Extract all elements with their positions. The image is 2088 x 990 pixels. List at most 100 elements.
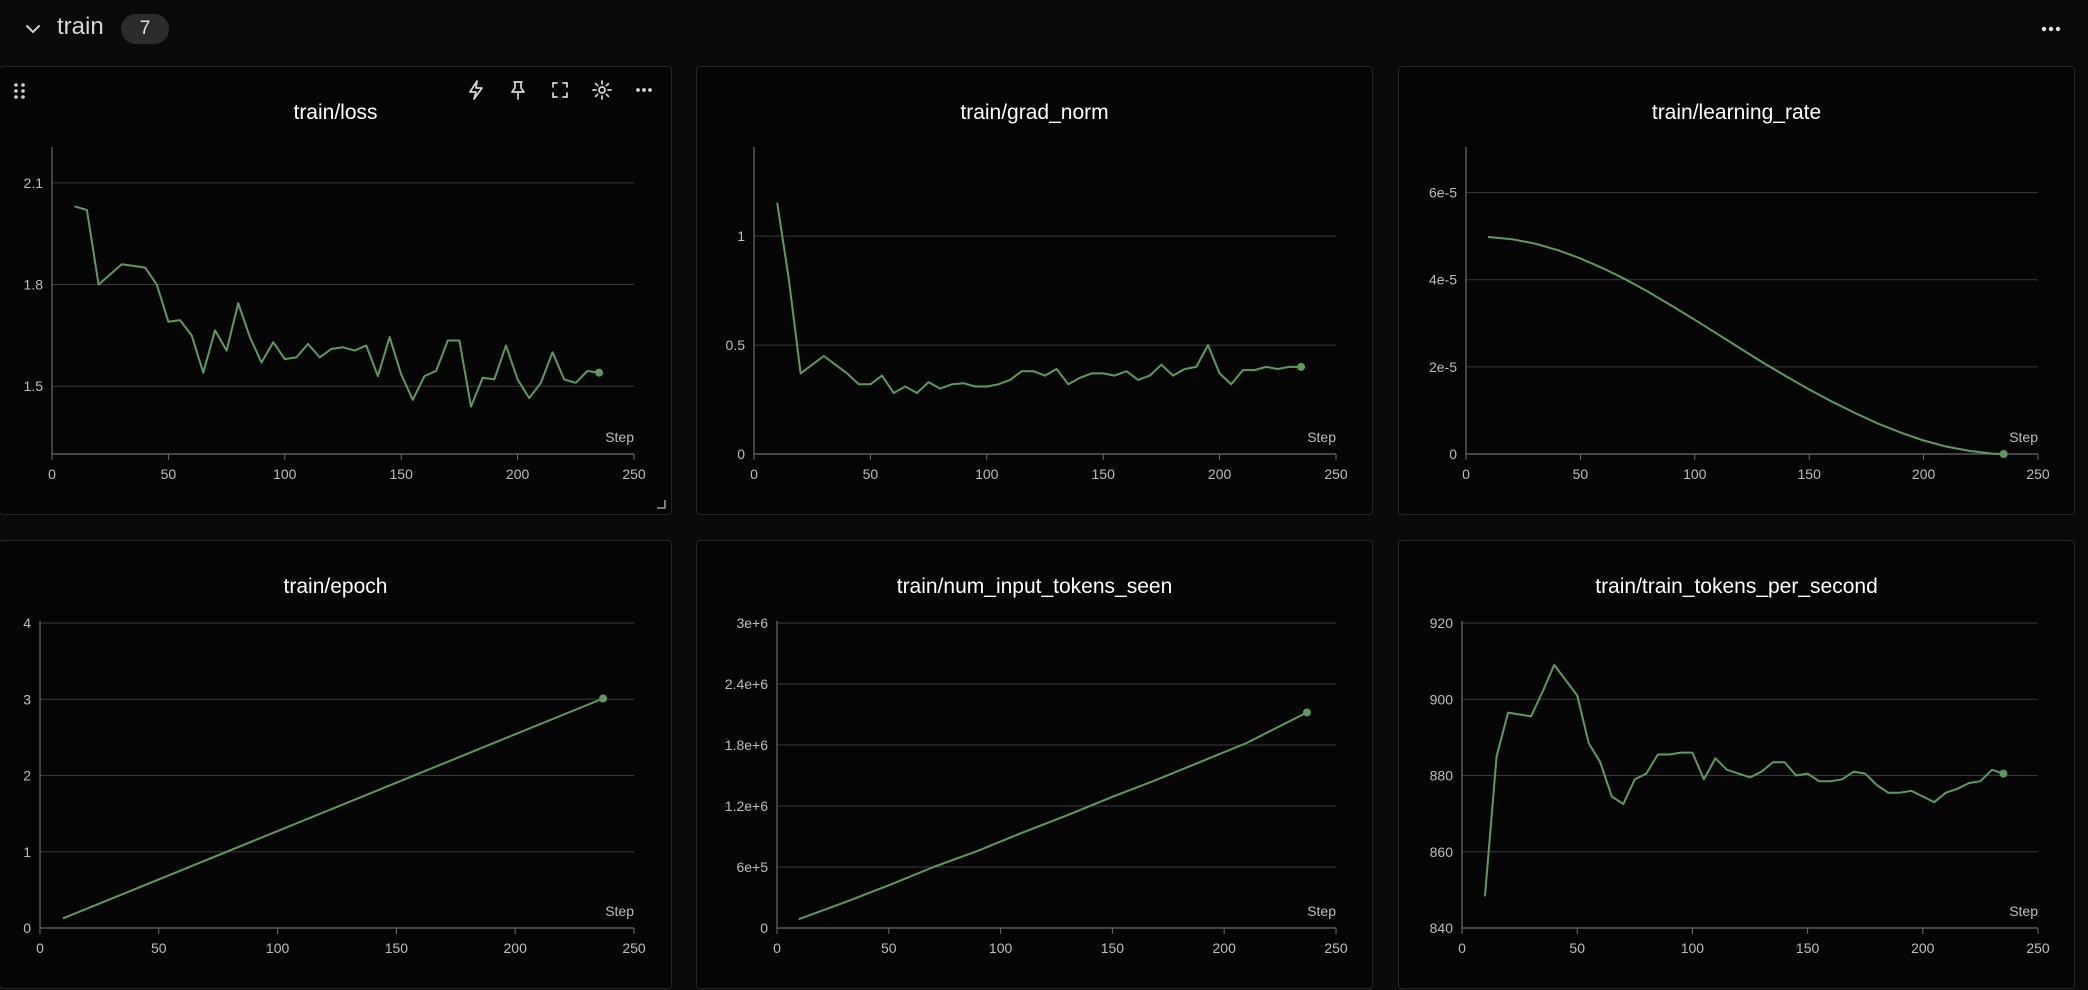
- y-tick-label: 1: [23, 844, 31, 860]
- section-header: train 7: [0, 0, 2088, 60]
- series-line: [798, 711, 1308, 920]
- last-point-marker: [595, 368, 604, 377]
- y-tick-label: 0.5: [726, 337, 746, 353]
- fullscreen-icon[interactable]: [547, 77, 573, 103]
- x-tick-label: 200: [1213, 940, 1237, 956]
- y-tick-label: 2e-5: [1429, 359, 1457, 375]
- x-tick-label: 200: [1912, 466, 1936, 482]
- last-point-marker: [1302, 708, 1311, 717]
- x-tick-label: 150: [1796, 940, 1820, 956]
- more-options-icon[interactable]: [631, 77, 657, 103]
- x-axis-label: Step: [1307, 903, 1336, 919]
- chart-title: train/loss: [293, 101, 378, 124]
- x-tick-label: 150: [1798, 466, 1822, 482]
- x-tick-label: 250: [1324, 466, 1348, 482]
- y-tick-label: 840: [1430, 920, 1454, 936]
- y-tick-label: 1.8: [24, 277, 44, 293]
- y-tick-label: 0: [760, 920, 768, 936]
- y-tick-label: 2: [23, 768, 31, 784]
- x-tick-label: 200: [504, 940, 528, 956]
- lightning-icon[interactable]: [463, 77, 489, 103]
- resize-handle-icon[interactable]: [655, 498, 667, 510]
- y-tick-label: 2.4e+6: [725, 676, 768, 692]
- x-tick-label: 100: [1681, 940, 1705, 956]
- x-tick-label: 0: [36, 940, 44, 956]
- x-tick-label: 0: [1458, 940, 1466, 956]
- series-line: [1484, 663, 2005, 897]
- last-point-marker: [1999, 769, 2008, 778]
- y-tick-label: 0: [23, 920, 31, 936]
- line-chart[interactable]: 1.5 1.8 2.1 0 50 100 150 200 250 Step: [0, 67, 672, 515]
- x-tick-label: 100: [975, 466, 999, 482]
- x-tick-label: 0: [1462, 466, 1470, 482]
- chart-panel-train-grad-norm[interactable]: train/grad_norm 0 0.5 1 0 50 100 150 200 250 Step: [696, 66, 1373, 515]
- chart-title: train/grad_norm: [960, 101, 1109, 124]
- x-tick-label: 250: [2026, 940, 2050, 956]
- chart-title: train/num_input_tokens_seen: [896, 575, 1173, 598]
- x-axis-label: Step: [2009, 903, 2038, 919]
- pin-icon[interactable]: [505, 77, 531, 103]
- y-tick-label: 3e+6: [736, 615, 768, 631]
- x-tick-label: 250: [1324, 940, 1348, 956]
- y-tick-label: 6e-5: [1429, 185, 1457, 201]
- x-tick-label: 100: [266, 940, 290, 956]
- x-tick-label: 50: [151, 940, 167, 956]
- line-chart[interactable]: 0 2e-5 4e-5 6e-5 0 50 100 150 200 250 Step: [1399, 67, 2075, 515]
- x-tick-label: 150: [385, 940, 409, 956]
- y-tick-label: 0: [737, 446, 745, 462]
- x-axis-label: Step: [2009, 429, 2038, 445]
- x-tick-label: 150: [1092, 466, 1116, 482]
- section-title: train: [57, 13, 104, 40]
- x-tick-label: 200: [1911, 940, 1935, 956]
- x-axis-label: Step: [605, 429, 634, 445]
- x-tick-label: 0: [48, 466, 56, 482]
- x-tick-label: 250: [622, 466, 646, 482]
- x-tick-label: 200: [506, 466, 530, 482]
- last-point-marker: [1999, 450, 2008, 458]
- line-chart[interactable]: 0 0.5 1 0 50 100 150 200 250 Step: [697, 67, 1373, 515]
- line-chart[interactable]: 840 860 880 900 920 0 50 100 150 200 250 Step: [1399, 541, 2075, 989]
- chart-panel-train-num-input-tokens-seen[interactable]: train/num_input_tokens_seen 0 6e+5 1.2e+6 1…: [696, 540, 1373, 989]
- chart-count-badge: 7: [121, 14, 169, 44]
- series-line: [776, 202, 1303, 394]
- chart-panel-train-loss[interactable]: train/loss 1.5 1.8 2.1 0 50 100 150 200 250 Step: [0, 66, 672, 515]
- x-axis-label: Step: [1307, 429, 1336, 445]
- series-line: [74, 205, 601, 408]
- chart-panel-train-learning-rate[interactable]: train/learning_rate 0 2e-5 4e-5 6e-5 0 50 100 1…: [1398, 66, 2075, 515]
- line-chart[interactable]: 0 6e+5 1.2e+6 1.8e+6 2.4e+6 3e+6 0 50 100 150 200 2…: [697, 541, 1373, 989]
- x-tick-label: 200: [1208, 466, 1232, 482]
- series-line: [1487, 236, 2005, 455]
- y-tick-label: 6e+5: [736, 859, 768, 875]
- chart-title: train/epoch: [283, 575, 388, 598]
- x-tick-label: 250: [622, 940, 646, 956]
- x-tick-label: 100: [273, 466, 297, 482]
- chevron-down-icon[interactable]: [22, 18, 44, 40]
- chart-title: train/train_tokens_per_second: [1595, 575, 1878, 598]
- x-tick-label: 250: [2026, 466, 2050, 482]
- x-tick-label: 0: [773, 940, 781, 956]
- y-tick-label: 1.2e+6: [725, 798, 768, 814]
- y-tick-label: 880: [1430, 768, 1454, 784]
- series-line: [62, 697, 605, 920]
- y-tick-label: 0: [1449, 446, 1457, 462]
- x-tick-label: 100: [989, 940, 1013, 956]
- x-tick-label: 50: [863, 466, 879, 482]
- x-axis-label: Step: [605, 903, 634, 919]
- drag-handle-icon[interactable]: [10, 79, 30, 103]
- x-tick-label: 50: [1569, 940, 1585, 956]
- chart-panel-train-epoch[interactable]: train/epoch 0 1 2 3 4 0 50 100 150 200 250 Step: [0, 540, 672, 989]
- x-tick-label: 150: [1101, 940, 1125, 956]
- chart-title: train/learning_rate: [1651, 101, 1822, 124]
- line-chart[interactable]: 0 1 2 3 4 0 50 100 150 200 250 Step: [0, 541, 672, 989]
- chart-panel-train-tokens-per-second[interactable]: train/train_tokens_per_second 840 860 880 9…: [1398, 540, 2075, 989]
- last-point-marker: [1297, 362, 1306, 371]
- section-more-icon[interactable]: [2036, 16, 2066, 42]
- y-tick-label: 2.1: [24, 175, 44, 191]
- x-tick-label: 0: [750, 466, 758, 482]
- y-tick-label: 860: [1430, 844, 1454, 860]
- x-tick-label: 50: [881, 940, 897, 956]
- y-tick-label: 3: [23, 691, 31, 707]
- x-tick-label: 50: [1573, 466, 1589, 482]
- gear-icon[interactable]: [589, 77, 615, 103]
- y-tick-label: 920: [1430, 615, 1454, 631]
